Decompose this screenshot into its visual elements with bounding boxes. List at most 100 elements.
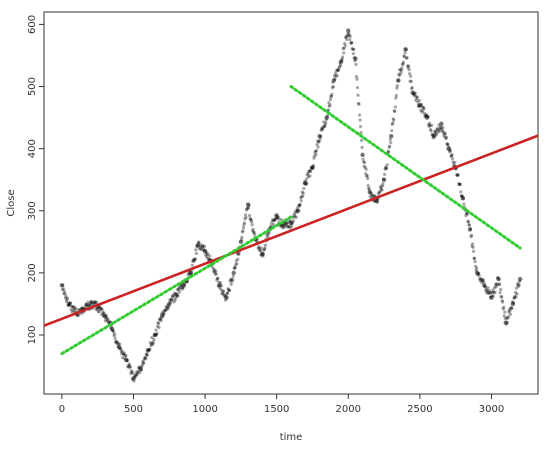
data-point-trace — [85, 303, 89, 307]
data-point-trace — [191, 258, 195, 263]
data-point-trace — [326, 108, 330, 112]
data-point-trace — [205, 255, 209, 259]
data-point-trace — [420, 105, 425, 109]
data-point-trace — [427, 124, 431, 129]
data-point-trace — [443, 135, 447, 139]
data-point-trace — [397, 72, 401, 76]
data-point-trace — [494, 285, 498, 289]
data-point — [224, 295, 229, 300]
data-point-trace — [414, 94, 418, 99]
data-point-trace — [342, 46, 346, 50]
data-point-trace — [98, 305, 102, 309]
data-point-trace — [385, 163, 389, 167]
data-point-trace — [251, 229, 255, 233]
data-point-trace — [422, 111, 427, 116]
y-tick-label: 400 — [27, 139, 38, 158]
data-point-trace — [142, 357, 146, 362]
data-point-trace — [333, 77, 337, 81]
data-point-trace — [122, 351, 126, 355]
data-point-trace — [207, 257, 211, 262]
data-point-trace — [157, 317, 162, 322]
data-point-trace — [370, 192, 374, 196]
data-point-trace — [151, 340, 156, 344]
data-point-trace — [288, 226, 292, 230]
data-point-trace — [232, 266, 236, 271]
data-point — [88, 301, 93, 307]
data-point-trace — [105, 319, 110, 323]
data-point-trace — [62, 289, 67, 293]
data-point-trace — [145, 353, 149, 357]
data-point-trace — [339, 63, 343, 67]
data-point-trace — [495, 283, 499, 287]
data-point-trace — [76, 308, 80, 312]
data-point-trace — [67, 303, 72, 307]
data-point-trace — [369, 191, 373, 195]
data-point-trace — [285, 221, 289, 225]
data-point-trace — [128, 364, 133, 369]
data-point-trace — [311, 166, 315, 170]
y-tick-label: 500 — [27, 77, 38, 96]
data-point — [482, 283, 487, 288]
data-point — [510, 301, 516, 307]
data-point-trace — [292, 213, 296, 218]
data-point — [310, 165, 315, 170]
plot-frame — [43, 11, 539, 395]
data-point-trace — [129, 370, 134, 374]
data-point-trace — [355, 77, 359, 81]
data-point-trace — [176, 294, 180, 298]
data-point-trace — [108, 320, 112, 324]
data-point-trace — [394, 93, 398, 98]
data-point-trace — [196, 240, 201, 245]
data-point-trace — [150, 342, 155, 347]
data-point-trace — [64, 299, 69, 304]
data-point — [489, 295, 494, 300]
data-point-trace — [233, 266, 237, 270]
data-point-trace — [258, 249, 262, 253]
data-point-trace — [173, 298, 177, 302]
data-point-trace — [199, 248, 204, 252]
data-point-trace — [335, 68, 340, 72]
data-point-trace — [400, 66, 404, 70]
data-point-trace — [351, 47, 355, 51]
data-point — [417, 102, 423, 108]
data-point-trace — [206, 252, 210, 256]
data-point-trace — [221, 289, 225, 293]
data-point-trace — [183, 283, 187, 287]
data-point-trace — [379, 187, 384, 191]
data-point-trace — [70, 310, 74, 314]
data-point-trace — [146, 348, 150, 352]
data-point-trace — [470, 244, 474, 248]
data-point-trace — [513, 290, 518, 295]
data-point-trace — [481, 278, 485, 282]
data-point-trace — [453, 160, 457, 165]
data-point-trace — [105, 317, 109, 321]
data-point-trace — [497, 283, 501, 287]
data-point-trace — [142, 361, 146, 365]
data-point-trace — [110, 328, 115, 332]
data-point-trace — [77, 313, 81, 317]
data-point-trace — [213, 270, 217, 274]
data-point-trace — [330, 85, 335, 90]
data-point-trace — [395, 86, 399, 90]
data-point-trace — [351, 52, 355, 56]
data-point-trace — [344, 35, 348, 39]
x-tick-label: 0 — [59, 404, 65, 415]
data-point-trace — [127, 363, 131, 367]
data-point-trace — [140, 363, 144, 367]
data-point-trace — [259, 246, 263, 250]
data-point-trace — [194, 251, 198, 256]
data-point-trace — [158, 317, 162, 321]
data-point — [474, 270, 480, 276]
data-point-trace — [348, 34, 352, 39]
data-point-trace — [340, 58, 344, 63]
data-point-trace — [175, 294, 179, 298]
data-point-trace — [61, 283, 65, 287]
data-point-trace — [500, 299, 504, 303]
data-point-trace — [381, 181, 385, 186]
data-point-trace — [509, 306, 513, 310]
data-point-trace — [231, 274, 235, 278]
data-point-trace — [201, 244, 205, 248]
data-point-trace — [342, 51, 346, 55]
data-point — [374, 199, 380, 204]
data-point-trace — [455, 173, 459, 177]
